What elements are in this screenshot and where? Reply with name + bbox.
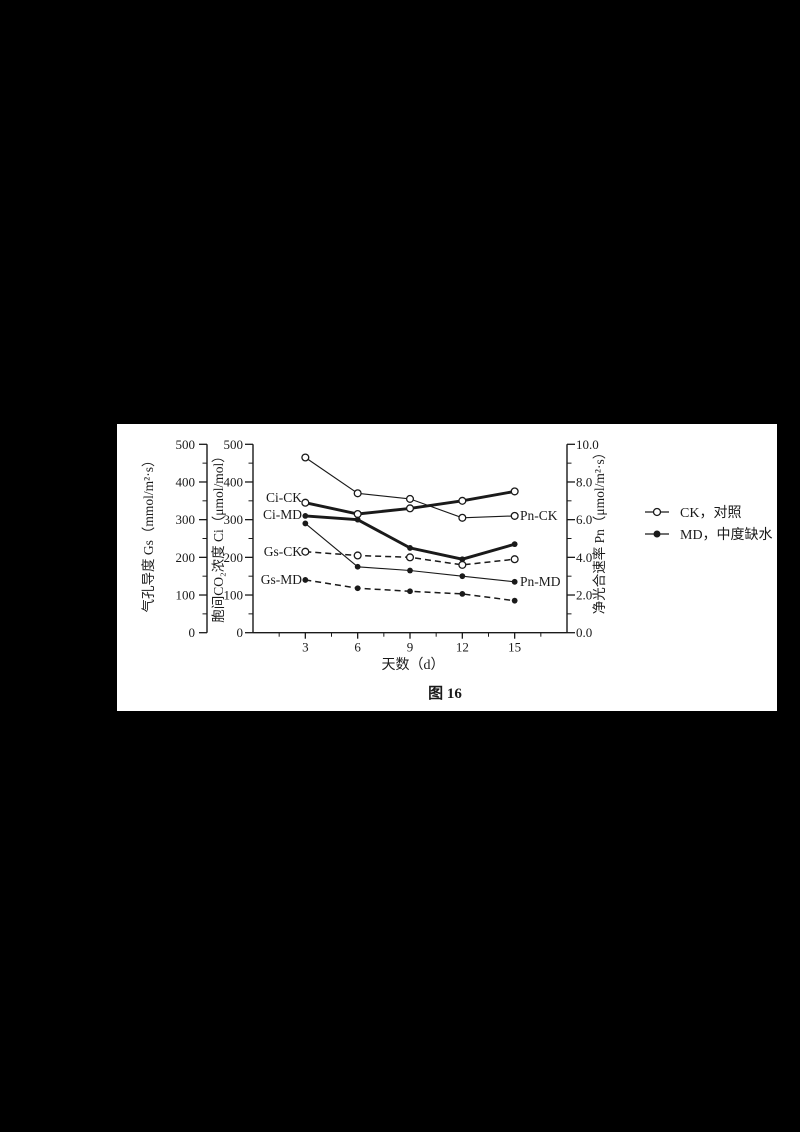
curve-label-pn-md: Pn-MD — [520, 574, 561, 589]
marker-gs-md-1 — [354, 585, 361, 592]
ci-tick-label: 400 — [224, 474, 244, 489]
marker-ci-md-1 — [354, 516, 361, 523]
x-axis-title: 天数（d） — [382, 657, 445, 673]
x-tick-label: 9 — [407, 640, 414, 655]
marker-gs-ck-0 — [301, 547, 310, 556]
marker-gs-ck-4 — [510, 555, 519, 564]
marker-pn-ck-0 — [301, 453, 310, 462]
marker-ci-md-4 — [511, 541, 518, 548]
curve-label-pn-ck: Pn-CK — [520, 508, 558, 523]
legend: CK，对照 MD，中度缺水 — [645, 505, 773, 543]
curve-label-ci-md: Ci-MD — [263, 507, 302, 522]
legend-label-md: MD，中度缺水 — [680, 527, 773, 543]
marker-pn-ck-4 — [510, 511, 519, 520]
ci-tick-label: 0 — [237, 625, 244, 640]
x-tick-label: 6 — [354, 640, 361, 655]
x-tick-label: 15 — [508, 640, 521, 655]
pn-tick-label: 10.0 — [576, 437, 599, 452]
ci-tick-label: 200 — [224, 550, 244, 565]
legend-item-ck: CK，对照 — [645, 505, 741, 521]
legend-open-circle-icon — [652, 507, 662, 517]
line-chart: 气孔导度 Gs（mmol/m²·s） 胞间CO₂浓度 Ci（μmol/mol） … — [141, 437, 773, 702]
marker-ci-ck-4 — [510, 487, 519, 496]
gs-tick-label: 200 — [176, 550, 196, 565]
pn-axis-title: 净光合速率 Pn（μmol/m²·s） — [591, 446, 607, 614]
pn-tick-label: 6.0 — [576, 512, 592, 527]
marker-pn-md-2 — [407, 567, 413, 574]
marker-gs-ck-2 — [405, 553, 415, 562]
marker-gs-md-4 — [511, 597, 518, 604]
marker-gs-md-3 — [459, 590, 466, 597]
marker-gs-ck-3 — [458, 560, 467, 569]
marker-pn-md-1 — [354, 563, 361, 570]
marker-ci-md-2 — [407, 545, 413, 551]
pn-tick-label: 0.0 — [576, 625, 592, 640]
marker-gs-ck-1 — [353, 551, 362, 560]
figure-caption: 图 16 — [428, 685, 462, 702]
marker-pn-md-0 — [302, 520, 309, 527]
legend-item-md: MD，中度缺水 — [645, 527, 773, 543]
chart-plot-area: 0 100 200 300 400 500 0 100 200 300 400 500 0.0 2.0 4.… — [176, 437, 599, 655]
figure-panel: 气孔导度 Gs（mmol/m²·s） 胞间CO₂浓度 Ci（μmol/mol） … — [117, 424, 777, 711]
marker-gs-md-0 — [302, 577, 309, 583]
gs-tick-label: 500 — [176, 437, 196, 452]
marker-ci-ck-0 — [301, 498, 310, 507]
marker-pn-ck-1 — [353, 489, 362, 498]
legend-label-ck: CK，对照 — [680, 505, 741, 521]
legend-filled-circle-icon — [653, 530, 661, 538]
gs-tick-label: 400 — [176, 474, 196, 489]
marker-ci-ck-1 — [353, 509, 362, 519]
marker-ci-ck-2 — [405, 504, 415, 513]
curve-label-ci-ck: Ci-CK — [266, 490, 302, 505]
curve-label-gs-ck: Gs-CK — [264, 544, 303, 559]
series-ci-md-line — [305, 514, 516, 561]
marker-pn-md-4 — [511, 578, 518, 585]
ci-tick-label: 300 — [224, 512, 244, 527]
ci-tick-label: 500 — [224, 437, 244, 452]
marker-ci-ck-3 — [458, 496, 467, 505]
marker-pn-ck-2 — [405, 494, 415, 503]
pn-tick-label: 2.0 — [576, 588, 592, 603]
x-tick-label: 3 — [302, 640, 309, 655]
gs-tick-label: 300 — [176, 512, 196, 527]
pn-tick-label: 4.0 — [576, 550, 592, 565]
ci-axis-title: 胞间CO₂浓度 Ci（μmol/mol） — [211, 449, 226, 623]
pn-tick-label: 8.0 — [576, 474, 592, 489]
x-tick-label: 12 — [456, 640, 469, 655]
marker-pn-ck-3 — [458, 513, 467, 522]
gs-tick-label: 0 — [189, 625, 196, 640]
ci-tick-label: 100 — [224, 588, 244, 603]
marker-pn-md-3 — [459, 573, 466, 580]
gs-axis-title: 气孔导度 Gs（mmol/m²·s） — [141, 454, 156, 613]
curve-label-gs-md: Gs-MD — [261, 572, 303, 587]
marker-ci-md-3 — [459, 556, 466, 563]
marker-gs-md-2 — [407, 588, 413, 595]
marker-ci-md-0 — [302, 512, 309, 519]
gs-tick-label: 100 — [176, 588, 196, 603]
